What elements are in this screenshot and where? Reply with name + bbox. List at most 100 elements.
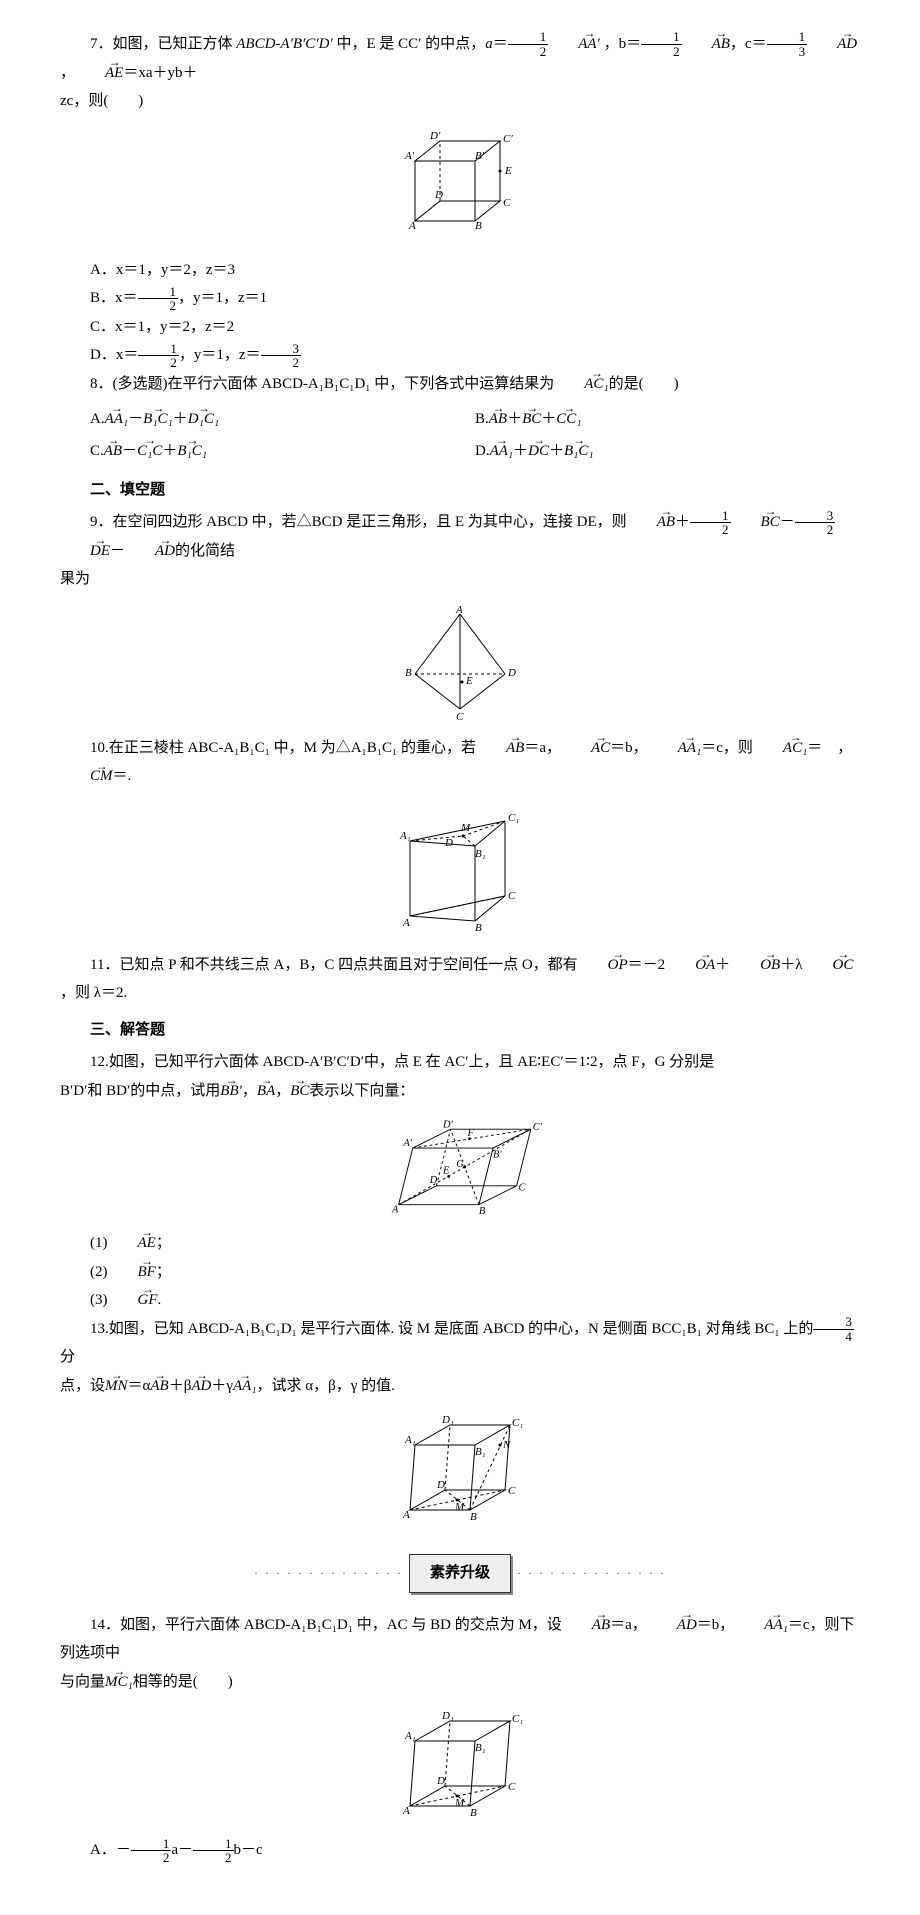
q14-line2: 与向量→MC₁相等的是( ) <box>60 1668 860 1697</box>
q11-stem: 11．已知点 P 和不共线三点 A，B，C 四点共面且对于空间任一点 O，都有→… <box>60 951 860 1008</box>
t: B. <box>475 411 489 427</box>
t: ＝a， <box>524 740 561 756</box>
d: 2 <box>131 1851 172 1865</box>
t: ＋ <box>162 443 177 459</box>
svg-text:C: C <box>508 1781 516 1793</box>
t: 11．已知点 P 和不共线三点 A，B，C 四点共面且对于空间任一点 O，都有 <box>90 957 578 973</box>
t: . <box>158 1292 162 1308</box>
q9-line2: 果为 <box>60 565 860 594</box>
t: ＋ <box>507 411 522 427</box>
q14-figure: ABCD A₁B₁C₁D₁ M <box>60 1706 860 1826</box>
svg-text:M: M <box>454 1501 465 1513</box>
n: 1 <box>641 30 682 45</box>
num: 1 <box>508 30 549 45</box>
d: 2 <box>193 1851 234 1865</box>
t: ＝xa＋yb＋ <box>123 65 197 81</box>
svg-text:N: N <box>502 1439 511 1451</box>
t: (3) <box>90 1292 108 1308</box>
q8-options: A.→AA₁－→B₁C₁＋→D₁C₁ B.→AB＋→BC＋→CC₁ C.→AB－… <box>90 403 860 468</box>
section-3: 三、解答题 <box>60 1016 860 1045</box>
q10-stem: 10.在正三棱柱 ABC-A₁B₁C₁ 中，M 为△A₁B₁C₁ 的重心，若→A… <box>60 734 860 791</box>
t: ＝a， <box>610 1617 647 1633</box>
svg-text:E: E <box>504 165 512 177</box>
q12-s2: (2)→BF； <box>60 1258 860 1287</box>
svg-text:A: A <box>402 1509 410 1521</box>
t: ，试求 α，β，γ 的值. <box>257 1378 395 1394</box>
t: ， <box>275 1083 290 1099</box>
svg-text:D: D <box>434 189 443 201</box>
t: 分 <box>60 1349 75 1365</box>
q13-line1: 13.如图，已知 ABCD-A₁B₁C₁D₁ 是平行六面体. 设 M 是底面 A… <box>60 1315 860 1372</box>
t: ＋λ <box>780 957 802 973</box>
n: 1 <box>690 509 731 524</box>
svg-text:D′: D′ <box>429 130 441 142</box>
svg-text:A: A <box>408 220 416 232</box>
svg-text:B′: B′ <box>475 150 485 162</box>
t: B．x＝ <box>90 290 138 306</box>
q10-figure: ABC A₁B₁C₁ MD <box>60 801 860 941</box>
t: ＝. <box>113 768 132 784</box>
t: ＝c， <box>788 1617 825 1633</box>
t: b－c <box>234 1842 263 1858</box>
d: 4 <box>813 1330 854 1344</box>
svg-text:D₁: D₁ <box>441 1710 454 1722</box>
q7-line2: zc，则( ) <box>60 87 860 116</box>
q7-optC: C．x＝1，y＝2，z＝2 <box>60 313 860 342</box>
banner-row: · · · · · · · · · · · · · · 素养升级 · · · ·… <box>60 1554 860 1593</box>
svg-text:A₁: A₁ <box>399 830 411 842</box>
q9-figure: ABDCE <box>60 604 860 724</box>
t: (1) <box>90 1235 108 1251</box>
d: 2 <box>138 299 179 313</box>
svg-text:A: A <box>402 917 410 929</box>
t: ； <box>156 1264 171 1280</box>
svg-text:C: C <box>503 197 511 209</box>
t: 7．如图，已知正方体 <box>90 36 236 52</box>
t: ＋ <box>173 411 188 427</box>
q12-line2: B′D′和 BD′的中点，试用→BB′，→BA，→BC表示以下向量： <box>60 1077 860 1106</box>
n: 1 <box>138 285 179 300</box>
t: 13.如图，已知 ABCD-A₁B₁C₁D₁ 是平行六面体. 设 M 是底面 A… <box>90 1321 813 1337</box>
t: ，y＝1，z＝1 <box>178 290 267 306</box>
q8-C: C.→AB－→C₁C＋→B₁C₁ <box>90 437 475 466</box>
d: 2 <box>641 45 682 59</box>
t: － <box>110 543 125 559</box>
svg-text:C₁: C₁ <box>512 1713 523 1725</box>
svg-text:B₁: B₁ <box>475 1446 486 1458</box>
n: 3 <box>261 342 302 357</box>
dots-left: · · · · · · · · · · · · · · <box>254 1562 403 1585</box>
q8-stem: 8．(多选题)在平行六面体 ABCD-A₁B₁C₁D₁ 中，下列各式中运算结果为… <box>60 370 860 399</box>
svg-text:A′: A′ <box>404 150 415 162</box>
t: 的化简结 <box>175 543 235 559</box>
svg-text:A₁: A₁ <box>404 1434 416 1446</box>
svg-text:B: B <box>479 1206 486 1217</box>
q12-s3: (3)→GF. <box>60 1286 860 1315</box>
den: 2 <box>508 45 549 59</box>
t: 9．在空间四边形 ABCD 中，若△BCD 是正三角形，且 E 为其中心，连接 … <box>90 514 627 530</box>
t: B′D′和 BD′的中点，试用 <box>60 1083 220 1099</box>
t: ＋ <box>513 443 528 459</box>
n: 1 <box>767 30 808 45</box>
t: 点，设 <box>60 1378 105 1394</box>
svg-text:G: G <box>456 1159 464 1170</box>
n: 3 <box>795 509 836 524</box>
q14-line1: 14．如图，平行六面体 ABCD-A₁B₁C₁D₁ 中，AC 与 BD 的交点为… <box>60 1611 860 1668</box>
t: 表示以下向量： <box>309 1083 414 1099</box>
t: A．－ <box>90 1842 131 1858</box>
svg-text:C₁: C₁ <box>508 812 519 824</box>
svg-text:D′: D′ <box>442 1120 453 1131</box>
svg-text:C: C <box>508 1485 516 1497</box>
t: 与向量 <box>60 1674 105 1690</box>
t: ＝α <box>128 1378 151 1394</box>
svg-text:D: D <box>444 837 453 849</box>
svg-text:B₁: B₁ <box>475 1742 486 1754</box>
n: 1 <box>131 1837 172 1852</box>
q13-line2: 点，设→MN＝α→AB＋β→AD＋γ→AA₁，试求 α，β，γ 的值. <box>60 1372 860 1401</box>
d: 3 <box>767 45 808 59</box>
t: ，y＝1，z＝ <box>179 347 261 363</box>
t: D. <box>475 443 490 459</box>
t: a－ <box>171 1842 193 1858</box>
t: ABCD-A′B′C′D′ <box>236 36 332 52</box>
t: － <box>128 411 143 427</box>
svg-text:D: D <box>429 1175 438 1186</box>
svg-text:A₁: A₁ <box>404 1730 416 1742</box>
